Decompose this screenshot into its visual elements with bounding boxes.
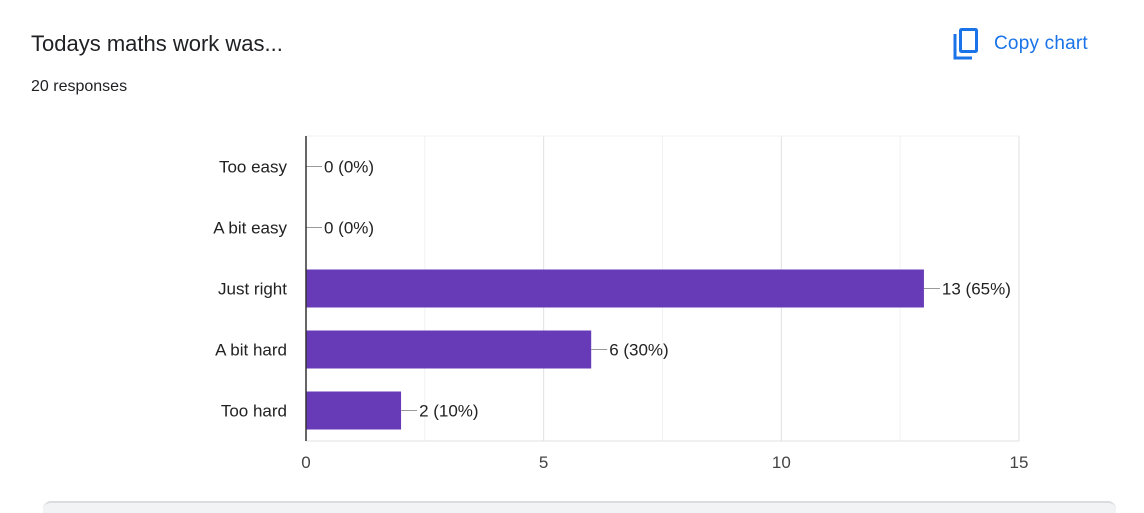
response-count: 20 responses <box>31 78 128 95</box>
bar <box>306 269 924 308</box>
x-tick-label: 15 <box>1010 453 1029 472</box>
question-title: Todays maths work was... <box>31 31 283 56</box>
category-label: Too hard <box>221 402 287 421</box>
card-bottom-edge <box>43 501 1116 513</box>
copy-chart-label: Copy chart <box>994 33 1088 54</box>
category-label: Too easy <box>219 158 288 177</box>
bar <box>306 330 592 369</box>
x-tick-label: 5 <box>539 453 548 472</box>
data-label: 0 (0%) <box>324 158 374 177</box>
data-label: 13 (65%) <box>942 280 1011 299</box>
copy-chart-button[interactable]: Copy chart <box>946 27 1092 61</box>
category-label: A bit hard <box>215 341 287 360</box>
copy-icon <box>953 28 978 60</box>
data-label: 2 (10%) <box>419 402 479 421</box>
data-label: 0 (0%) <box>324 219 374 238</box>
category-label: Just right <box>218 280 287 299</box>
x-tick-label: 10 <box>772 453 791 472</box>
data-label: 6 (30%) <box>609 341 669 360</box>
bar <box>306 391 402 430</box>
category-label: A bit easy <box>213 219 287 238</box>
x-tick-label: 0 <box>301 453 310 472</box>
